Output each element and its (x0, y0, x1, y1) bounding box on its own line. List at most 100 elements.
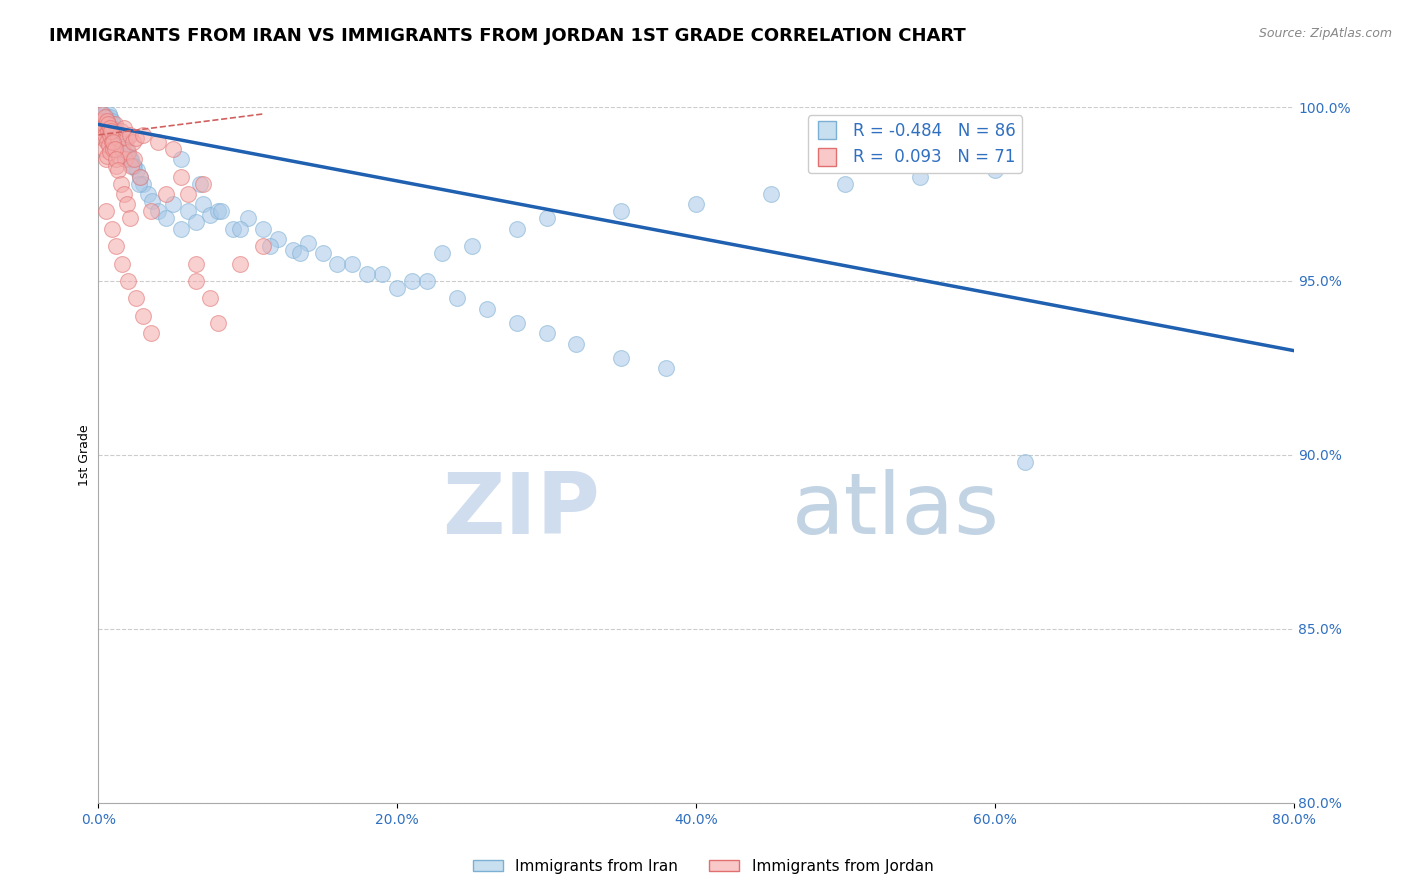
Point (117, 149, 139, 163)
Point (121, 135, 143, 149)
Point (177, 186, 200, 201)
Legend: R = -0.484   N = 86, R =  0.093   N = 71: R = -0.484 N = 86, R = 0.093 N = 71 (808, 115, 1022, 173)
Point (105, 124, 128, 138)
Point (101, 135, 124, 149)
Point (184, 274, 207, 288)
Point (107, 131, 129, 145)
Point (759, 186, 782, 201)
Point (94, 114, 117, 128)
Point (177, 204, 200, 219)
Point (101, 120, 124, 135)
Point (124, 152, 146, 166)
Point (100, 124, 122, 138)
Point (162, 197, 184, 211)
Point (311, 246, 333, 260)
Point (120, 152, 142, 166)
Point (229, 256, 252, 270)
Point (385, 281, 409, 295)
Point (259, 239, 281, 253)
Point (200, 291, 222, 305)
Point (94, 111, 117, 125)
Point (93, 124, 115, 138)
Point (105, 159, 128, 173)
Point (132, 128, 155, 142)
Point (148, 204, 170, 219)
Point (132, 309, 155, 323)
Point (111, 142, 134, 156)
Point (326, 256, 349, 270)
Point (105, 152, 128, 166)
Point (91, 131, 114, 145)
Point (169, 152, 191, 166)
Point (98, 117, 121, 131)
Point (139, 326, 162, 340)
Point (155, 186, 177, 201)
Point (104, 117, 127, 131)
Point (100, 111, 122, 125)
Point (356, 267, 378, 281)
Point (121, 159, 143, 173)
Point (110, 124, 132, 138)
Point (96, 111, 118, 125)
Point (184, 256, 207, 270)
Y-axis label: 1st Grade: 1st Grade (79, 424, 91, 486)
Point (139, 204, 162, 219)
Point (506, 221, 529, 235)
Text: Source: ZipAtlas.com: Source: ZipAtlas.com (1258, 27, 1392, 40)
Point (97, 138, 120, 153)
Point (191, 197, 214, 211)
Point (90, 111, 112, 125)
Point (148, 135, 170, 149)
Point (110, 138, 132, 153)
Point (200, 208, 222, 222)
Point (101, 221, 124, 235)
Point (118, 152, 141, 166)
Point (93, 107, 115, 121)
Point (169, 169, 191, 184)
Point (110, 177, 132, 191)
Point (104, 142, 127, 156)
Point (94, 204, 117, 219)
Point (96, 120, 118, 135)
Point (91, 117, 114, 131)
Point (288, 246, 311, 260)
Point (115, 142, 138, 156)
Point (101, 114, 124, 128)
Point (132, 177, 155, 191)
Point (267, 232, 290, 246)
Point (129, 169, 152, 184)
Point (104, 128, 127, 142)
Point (128, 177, 150, 191)
Point (94, 117, 117, 131)
Point (107, 131, 129, 145)
Point (89, 107, 111, 121)
Point (115, 131, 138, 145)
Point (252, 239, 274, 253)
Point (103, 117, 125, 131)
Point (90, 128, 112, 142)
Point (610, 351, 633, 365)
Point (416, 274, 439, 288)
Point (91, 120, 114, 135)
Point (96, 149, 118, 163)
Point (1014, 455, 1036, 469)
Point (100, 120, 122, 135)
Point (141, 194, 163, 208)
Point (96, 135, 118, 149)
Point (91, 107, 114, 121)
Point (229, 221, 252, 235)
Point (475, 301, 498, 316)
Point (111, 142, 134, 156)
Point (124, 159, 146, 173)
Point (103, 142, 125, 156)
Point (89, 124, 111, 138)
Point (111, 256, 134, 270)
Point (125, 291, 148, 305)
Point (162, 142, 184, 156)
Point (118, 211, 141, 226)
Point (97, 114, 120, 128)
Point (100, 145, 122, 160)
Point (834, 177, 856, 191)
Text: ZIP: ZIP (443, 469, 600, 552)
Point (112, 186, 135, 201)
